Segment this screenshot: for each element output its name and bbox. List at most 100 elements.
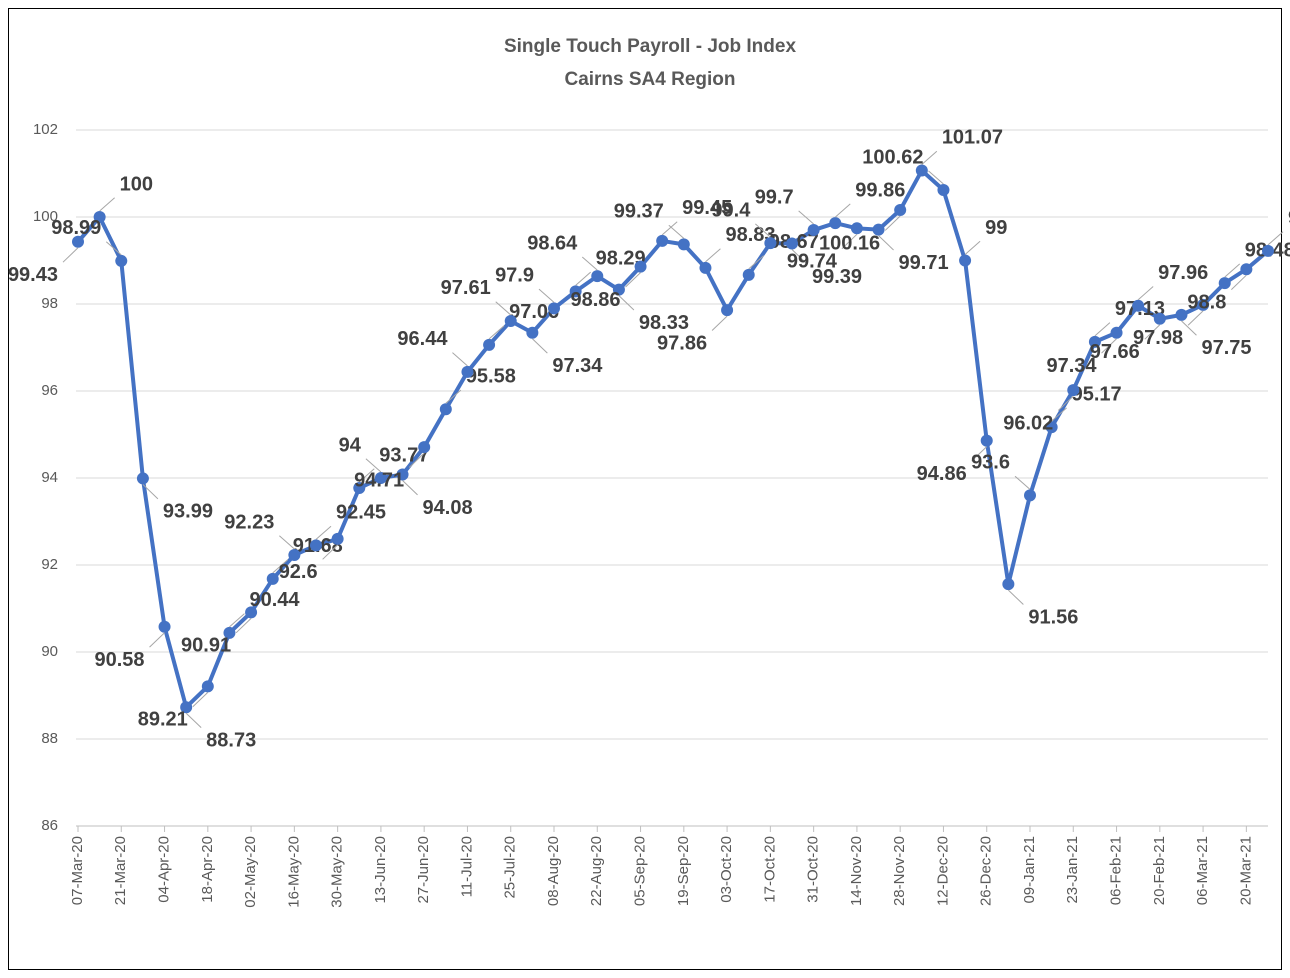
x-tick-label: 25-Jul-20 [502,836,519,899]
data-point [850,222,863,235]
data-label: 97.06 [509,301,559,323]
leader-line [62,247,79,263]
chart-subtitle: Cairns SA4 Region [564,69,735,90]
leader-line [185,712,202,729]
data-label: 99.74 [787,251,838,273]
data-point [504,314,517,327]
leader-line [921,150,938,165]
data-point [612,283,625,296]
data-point [158,620,171,633]
chart-title: Single Touch Payroll - Job Index [504,36,797,57]
leader-line [229,613,245,628]
data-label: 95.58 [466,366,516,388]
chart-border [8,8,1282,970]
data-label: 96.02 [1003,412,1053,434]
data-label: 99.7 [755,186,794,208]
leader-line [488,325,505,340]
leader-line [365,458,382,473]
data-point [310,539,322,552]
data-point [353,482,366,495]
data-label: 89.21 [138,709,188,731]
x-tick-label: 14-Nov-20 [848,836,865,906]
data-point [699,261,712,274]
leader-line [1267,231,1284,246]
data-label: 97.96 [1158,262,1208,284]
data-label: 90.91 [181,635,231,657]
leader-line [661,221,678,236]
leader-line [315,525,332,540]
data-point [396,468,409,481]
data-point [1002,578,1015,591]
leader-line [791,249,808,265]
data-label: 98.83 [725,224,775,246]
leader-line [358,468,375,483]
data-label: 90.44 [249,589,300,611]
data-point [418,441,431,454]
data-label: 97.66 [1090,341,1140,363]
x-tick-label: 04-Apr-20 [156,836,173,903]
data-label: 94.86 [917,463,967,485]
data-label: 97.75 [1201,337,1251,359]
data-point [959,254,972,267]
data-point [483,338,496,351]
data-label: 96.44 [397,328,448,350]
leader-line [192,692,209,708]
data-point [742,268,755,281]
data-label: 93.6 [971,452,1010,474]
data-label: 99.39 [812,266,862,288]
y-tick-label: 88 [41,730,58,747]
x-tick-label: 05-Sep-20 [632,836,649,906]
data-label: 91.56 [1028,606,1078,628]
x-tick-label: 02-May-20 [242,836,259,908]
data-label: 99 [985,217,1007,239]
data-label: 98.8 [1187,291,1226,313]
x-tick-label: 20-Feb-21 [1151,836,1168,905]
x-tick-label: 30-May-20 [329,836,346,908]
data-label: 93.99 [163,501,213,523]
leader-line [1224,263,1241,278]
leader-line [538,288,555,303]
x-tick-label: 11-Jul-20 [458,836,475,897]
x-tick-label: 31-Oct-20 [805,836,822,903]
leader-line [834,203,851,218]
data-point [591,270,604,283]
leader-line [964,240,981,255]
x-tick-label: 20-Mar-21 [1237,836,1254,905]
data-label: 92.45 [336,502,386,524]
data-point [569,285,582,298]
data-label: 97.34 [1046,355,1097,377]
x-tick-label: 06-Mar-21 [1194,836,1211,905]
leader-line [408,452,425,468]
leader-line [1137,286,1154,301]
data-label: 99.37 [614,201,664,223]
data-point [201,680,214,693]
leader-line [532,338,548,354]
leader-line [575,271,591,286]
data-point [634,260,647,273]
leader-line [279,535,295,550]
y-tick-label: 86 [41,817,58,834]
data-point [331,532,344,545]
data-point [1088,335,1101,348]
data-point [677,238,690,251]
leader-line [452,352,468,367]
data-label: 98.64 [527,232,578,254]
x-tick-label: 21-Mar-20 [112,836,129,905]
data-label: 88.73 [206,730,256,752]
x-tick-label: 08-Aug-20 [545,836,562,906]
x-tick-label: 19-Sep-20 [675,836,692,906]
data-label: 98.99 [51,217,101,239]
data-label: 100 [120,173,153,195]
leader-line [748,255,765,270]
data-label: 99.22 [1288,207,1290,229]
leader-line [495,301,512,316]
x-tick-label: 16-May-20 [285,836,302,908]
data-label: 90.58 [94,649,144,671]
x-tick-label: 27-Jun-20 [415,836,432,904]
leader-line [99,197,115,212]
data-point [1262,244,1274,257]
leader-line [878,235,894,251]
data-point [136,472,149,485]
data-point [266,572,279,585]
data-point [93,211,106,223]
